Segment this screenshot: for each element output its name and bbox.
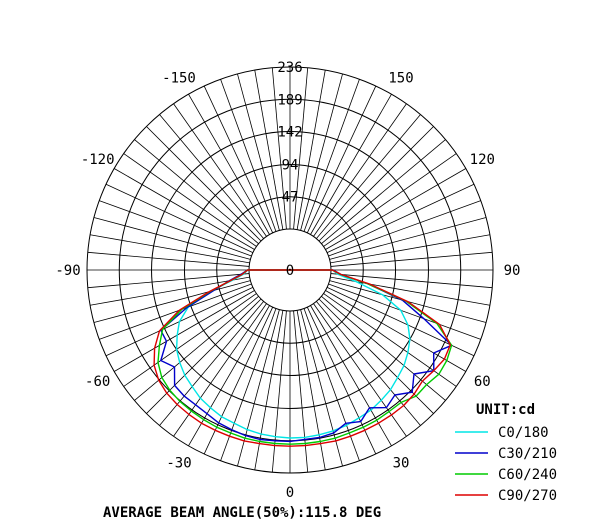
angle-tick-label: 60 [474, 374, 491, 390]
grid-spoke [296, 70, 326, 230]
grid-spoke [329, 217, 487, 260]
unit-label: UNIT:cd [476, 402, 535, 418]
grid-spoke [318, 126, 434, 242]
grid-spoke [303, 308, 360, 461]
grid-spoke [293, 310, 309, 473]
grid-spoke [134, 296, 259, 401]
angle-tick-label: -90 [55, 263, 80, 279]
grid-spoke [146, 298, 262, 414]
grid-spoke [330, 273, 493, 289]
grid-spoke [306, 306, 377, 455]
curve-C90-270 [153, 269, 451, 447]
angle-tick-labels: 0 30 60 90 120 150 -30 -60 -90 -120 -150 [55, 71, 520, 501]
angle-tick-label: 0 [286, 485, 294, 501]
grid-spoke [313, 103, 407, 237]
radial-tick-labels: 0 47 94 142 189 236 [277, 60, 302, 279]
grid-spoke [321, 296, 446, 401]
grid-spoke [323, 293, 457, 387]
grid-spoke [87, 251, 250, 267]
legend-label: C30/210 [498, 446, 557, 462]
grid-spoke [159, 114, 264, 239]
grid-spoke [237, 73, 280, 231]
grid-spoke [93, 280, 251, 323]
curve-C60-240 [157, 269, 453, 445]
polar-grid [86, 66, 494, 474]
grid-spoke [328, 200, 481, 257]
grid-spoke [316, 301, 421, 426]
grid-spoke [220, 79, 277, 232]
grid-spoke [325, 290, 467, 372]
angle-tick-label: -150 [162, 71, 196, 87]
grid-spoke [159, 301, 264, 426]
grid-spoke [323, 153, 457, 247]
radial-tick-label: 142 [277, 125, 302, 141]
grid-spoke [203, 85, 274, 234]
legend: UNIT:cd C0/180 C30/210 C60/240 C90/270 [455, 402, 557, 504]
polar-curves [153, 269, 453, 447]
grid-spoke [220, 308, 277, 461]
grid-spoke [123, 153, 257, 247]
grid-spoke [134, 139, 259, 244]
grid-spoke [330, 234, 490, 264]
grid-spoke [173, 303, 267, 437]
grid-spoke [113, 290, 255, 372]
radial-tick-label: 189 [277, 92, 302, 108]
angle-tick-label: 30 [393, 455, 410, 471]
grid-spoke [316, 114, 421, 239]
grid-spoke [310, 93, 392, 235]
grid-spoke [321, 139, 446, 244]
beam-angle-footer: AVERAGE BEAM ANGLE(50%):115.8 DEG [103, 505, 381, 521]
legend-label: C90/270 [498, 488, 557, 504]
grid-spoke [254, 70, 284, 230]
grid-spoke [99, 200, 252, 257]
grid-spoke [293, 67, 309, 230]
grid-spoke [203, 306, 274, 455]
grid-spoke [87, 273, 250, 289]
radial-tick-label: 236 [277, 60, 302, 76]
radial-tick-label: 0 [286, 263, 294, 279]
grid-spoke [188, 93, 270, 235]
grid-spoke [300, 309, 343, 467]
legend-label: C60/240 [498, 467, 557, 483]
angle-tick-label: 90 [504, 263, 521, 279]
grid-spoke [313, 303, 407, 437]
grid-spoke [99, 283, 252, 340]
radial-tick-label: 47 [282, 190, 299, 206]
angle-tick-label: 150 [388, 71, 413, 87]
angle-tick-label: -30 [166, 455, 191, 471]
angle-tick-label: -60 [85, 374, 110, 390]
grid-spoke [300, 73, 343, 231]
grid-spoke [330, 251, 493, 267]
angle-tick-label: -120 [81, 152, 115, 168]
grid-spoke [90, 234, 250, 264]
angle-tick-label: 120 [470, 152, 495, 168]
grid-spoke [271, 310, 287, 473]
legend-label: C0/180 [498, 425, 549, 441]
grid-spoke [271, 67, 287, 230]
grid-spoke [113, 168, 255, 250]
grid-spoke [90, 276, 250, 306]
radial-tick-label: 94 [282, 157, 299, 173]
grid-spoke [326, 183, 475, 254]
grid-spoke [146, 126, 262, 242]
curve-C30-210 [160, 269, 453, 443]
grid-spoke [237, 309, 280, 467]
grid-spoke [310, 305, 392, 447]
curve-C0-180 [175, 269, 411, 439]
grid-spoke [306, 85, 377, 234]
grid-spoke [105, 183, 254, 254]
grid-spoke [188, 305, 270, 447]
grid-spoke [303, 79, 360, 232]
grid-spoke [93, 217, 251, 260]
grid-spoke [173, 103, 267, 237]
grid-spoke [123, 293, 257, 387]
grid-spoke [328, 283, 481, 340]
grid-spoke [325, 168, 467, 250]
